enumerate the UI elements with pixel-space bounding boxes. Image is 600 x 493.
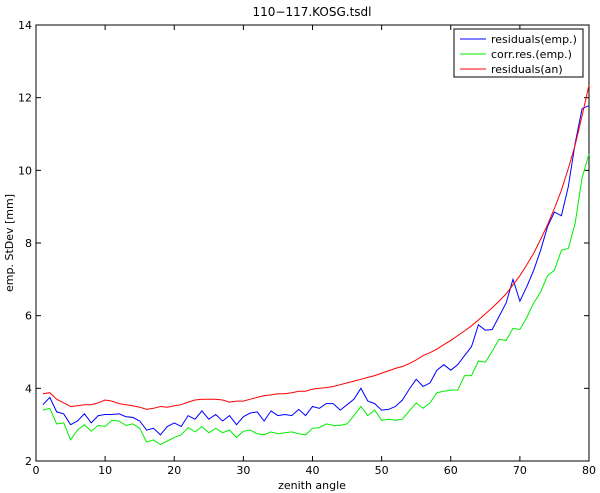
x-tick-label: 0 [33, 464, 40, 477]
y-tick-label: 4 [25, 382, 32, 395]
series-lines [42, 84, 590, 446]
x-axis-label: zenith angle [278, 479, 346, 492]
x-tick-label: 50 [375, 464, 389, 477]
legend-label: corr.res.(emp.) [491, 48, 572, 61]
y-tick-label: 14 [18, 19, 32, 32]
x-tick-label: 70 [513, 464, 527, 477]
y-tick-label: 10 [18, 164, 32, 177]
chart-title: 110−117.KOSG.tsdl [253, 5, 372, 19]
legend-label: residuals(an) [491, 63, 563, 76]
x-tick-label: 20 [167, 464, 181, 477]
legend: residuals(emp.) corr.res.(emp.) residuals(… [453, 28, 584, 78]
y-axis-label: emp. StDev [mm] [3, 194, 16, 292]
x-tick-label: 80 [582, 464, 596, 477]
y-tick-label: 2 [25, 455, 32, 468]
series-line-residuals-an [42, 84, 590, 410]
series-line-residuals-emp [42, 105, 590, 436]
legend-label: residuals(emp.) [491, 33, 577, 46]
x-tick-label: 30 [236, 464, 250, 477]
x-tick-label: 60 [444, 464, 458, 477]
x-tick-label: 10 [98, 464, 112, 477]
axis-ticks: 0 10 20 30 40 50 60 70 80 2 4 6 8 10 12 14 [18, 19, 596, 477]
x-tick-label: 40 [306, 464, 320, 477]
y-tick-label: 8 [25, 237, 32, 250]
y-tick-label: 6 [25, 310, 32, 323]
plot-background [35, 24, 590, 462]
y-tick-label: 12 [18, 92, 32, 105]
series-line-corr-res-emp [42, 153, 590, 446]
